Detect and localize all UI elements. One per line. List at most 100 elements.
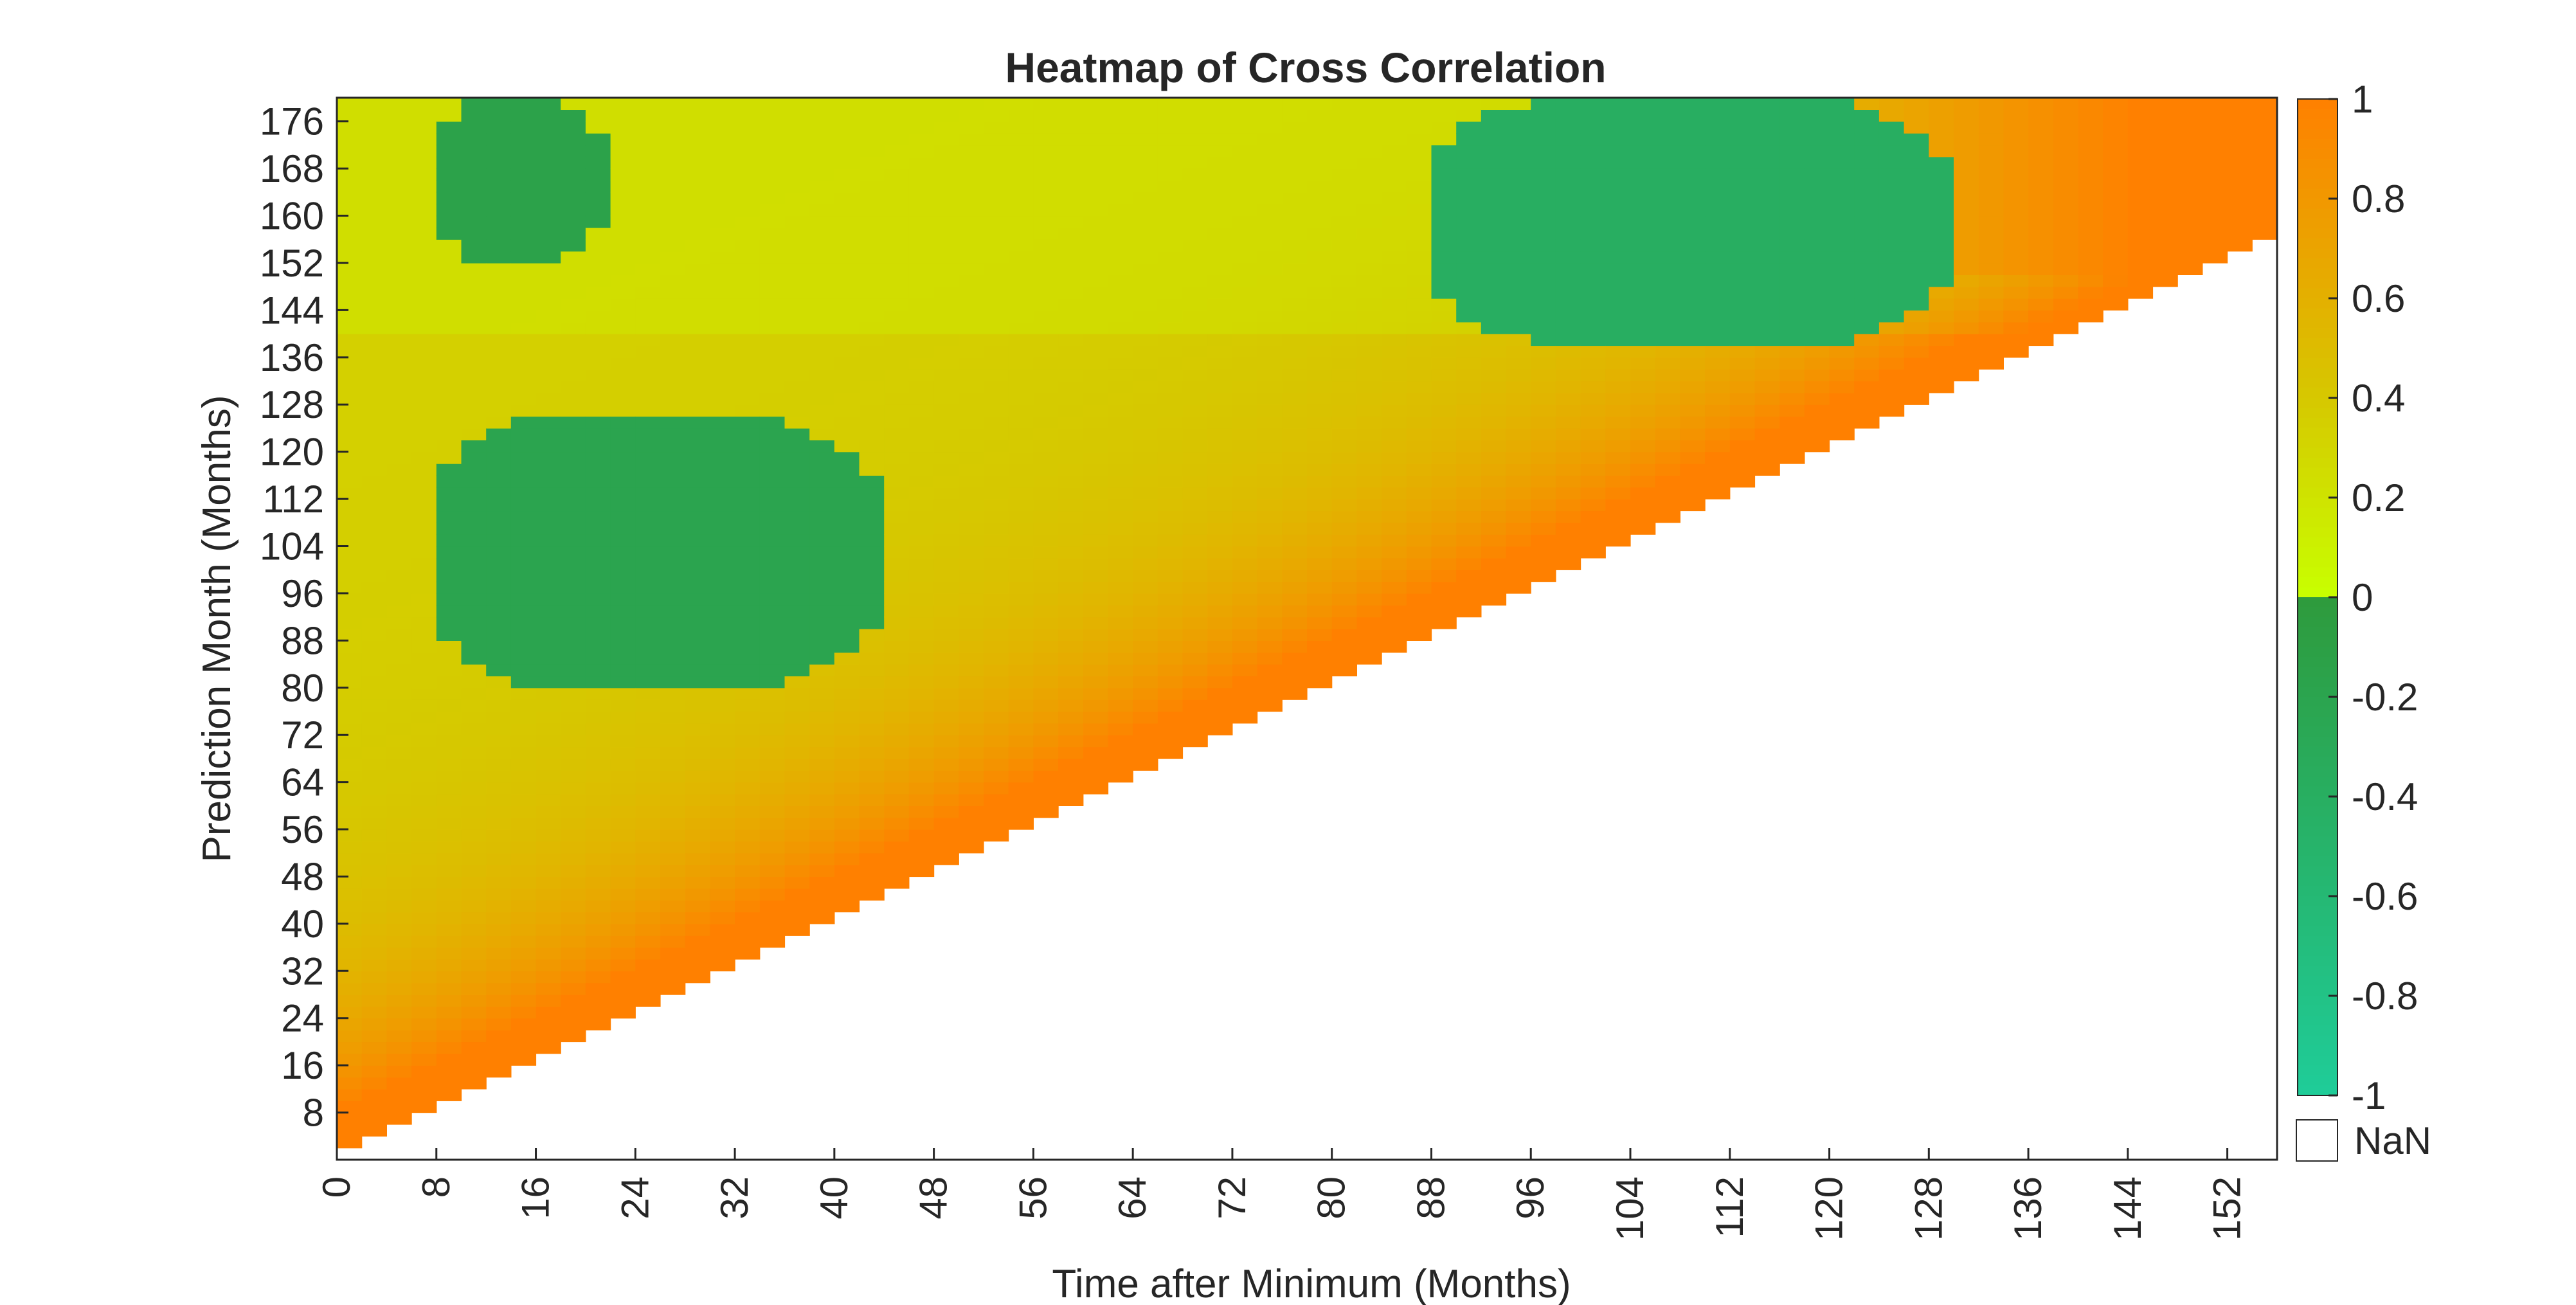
heatmap-cell <box>710 274 735 287</box>
heatmap-cell <box>1232 145 1258 158</box>
heatmap-cell <box>1729 298 1756 310</box>
heatmap-cell <box>2227 168 2253 181</box>
heatmap-cell <box>2202 168 2228 181</box>
heatmap-cell <box>984 121 1009 134</box>
heatmap-cell <box>908 735 935 748</box>
heatmap-cell <box>536 888 561 901</box>
heatmap-cell <box>561 510 586 523</box>
heatmap-cell <box>908 168 935 181</box>
colorbar-segment <box>2298 1016 2337 1027</box>
heatmap-cell <box>461 900 487 913</box>
heatmap-cell <box>984 806 1009 818</box>
heatmap-cell <box>411 345 437 358</box>
heatmap-cell <box>1680 475 1706 488</box>
heatmap-cell <box>1008 239 1034 252</box>
heatmap-cell <box>1083 334 1109 346</box>
heatmap-cell <box>1431 440 1457 453</box>
heatmap-cell <box>1331 204 1357 217</box>
heatmap-cell <box>1829 239 1855 252</box>
heatmap-cell <box>1307 334 1333 346</box>
heatmap-cell <box>386 652 412 665</box>
heatmap-cell <box>1406 570 1432 582</box>
heatmap-cell <box>461 274 487 287</box>
heatmap-cell <box>1754 298 1780 310</box>
heatmap-cell <box>735 416 761 429</box>
heatmap-cell <box>933 640 959 653</box>
heatmap-cell <box>809 133 835 146</box>
heatmap-cell <box>361 782 387 795</box>
heatmap-cell <box>1904 109 1929 122</box>
heatmap-cell <box>1531 440 1556 453</box>
colorbar-segment <box>2298 627 2337 638</box>
heatmap-cell <box>1431 251 1457 264</box>
heatmap-cell <box>685 98 710 110</box>
heatmap-cell <box>436 841 462 854</box>
heatmap-cell <box>809 510 835 523</box>
heatmap-cell <box>984 616 1009 629</box>
heatmap-cell <box>1978 239 2004 252</box>
heatmap-cell <box>784 310 810 323</box>
heatmap-cell <box>685 239 710 252</box>
heatmap-cell <box>2003 192 2029 204</box>
heatmap-cell <box>337 392 363 405</box>
heatmap-cell <box>610 404 636 417</box>
heatmap-cell <box>1854 310 1880 323</box>
heatmap-cell <box>1182 687 1208 700</box>
heatmap-cell <box>1282 440 1308 453</box>
heatmap-cell <box>486 416 512 429</box>
heatmap-cell <box>2078 298 2103 310</box>
heatmap-cell <box>784 557 810 570</box>
heatmap-cell <box>1854 168 1880 181</box>
heatmap-cell <box>1929 133 1954 146</box>
heatmap-cell <box>510 640 537 653</box>
heatmap-cell <box>411 381 437 393</box>
heatmap-cell <box>361 192 387 204</box>
heatmap-cell <box>1680 334 1706 346</box>
heatmap-cell <box>834 487 860 500</box>
heatmap-cell <box>436 263 462 275</box>
heatmap-cell <box>561 817 586 830</box>
heatmap-cell <box>735 404 761 417</box>
heatmap-cell <box>984 699 1009 712</box>
heatmap-cell <box>510 605 537 618</box>
heatmap-cell <box>1804 381 1830 393</box>
heatmap-cell <box>1257 121 1283 134</box>
heatmap-cell <box>1605 227 1631 240</box>
heatmap-cell <box>710 616 735 629</box>
heatmap-cell <box>710 676 735 688</box>
heatmap-cell <box>1555 451 1581 464</box>
heatmap-cell <box>660 475 686 488</box>
heatmap-cell <box>1904 310 1929 323</box>
heatmap-cell <box>1506 227 1531 240</box>
heatmap-cell <box>784 664 810 677</box>
heatmap-cell <box>635 499 661 512</box>
heatmap-cell <box>1680 239 1706 252</box>
heatmap-cell <box>436 593 462 606</box>
heatmap-cell <box>386 723 412 735</box>
heatmap-cell <box>386 912 412 924</box>
heatmap-cell <box>1506 369 1531 382</box>
heatmap-cell <box>1157 345 1184 358</box>
heatmap-cell <box>411 227 437 240</box>
heatmap-cell <box>1282 676 1308 688</box>
heatmap-cell <box>834 440 860 453</box>
heatmap-cell <box>1382 605 1407 618</box>
heatmap-cell <box>809 121 835 134</box>
heatmap-cell <box>461 392 487 405</box>
heatmap-cell <box>561 145 586 158</box>
heatmap-cell <box>1829 227 1855 240</box>
heatmap-cell <box>2252 192 2278 204</box>
heatmap-cell <box>660 251 686 264</box>
heatmap-cell <box>2127 263 2154 275</box>
heatmap-cell <box>784 770 810 783</box>
heatmap-cell <box>1331 145 1357 158</box>
heatmap-cell <box>1729 321 1756 334</box>
heatmap-cell <box>859 794 885 806</box>
heatmap-cell <box>1033 487 1059 500</box>
heatmap-cell <box>1157 629 1184 641</box>
heatmap-cell <box>1854 274 1880 287</box>
heatmap-cell <box>1033 239 1059 252</box>
heatmap-cell <box>561 770 586 783</box>
heatmap-cell <box>386 369 412 382</box>
heatmap-cell <box>710 499 735 512</box>
